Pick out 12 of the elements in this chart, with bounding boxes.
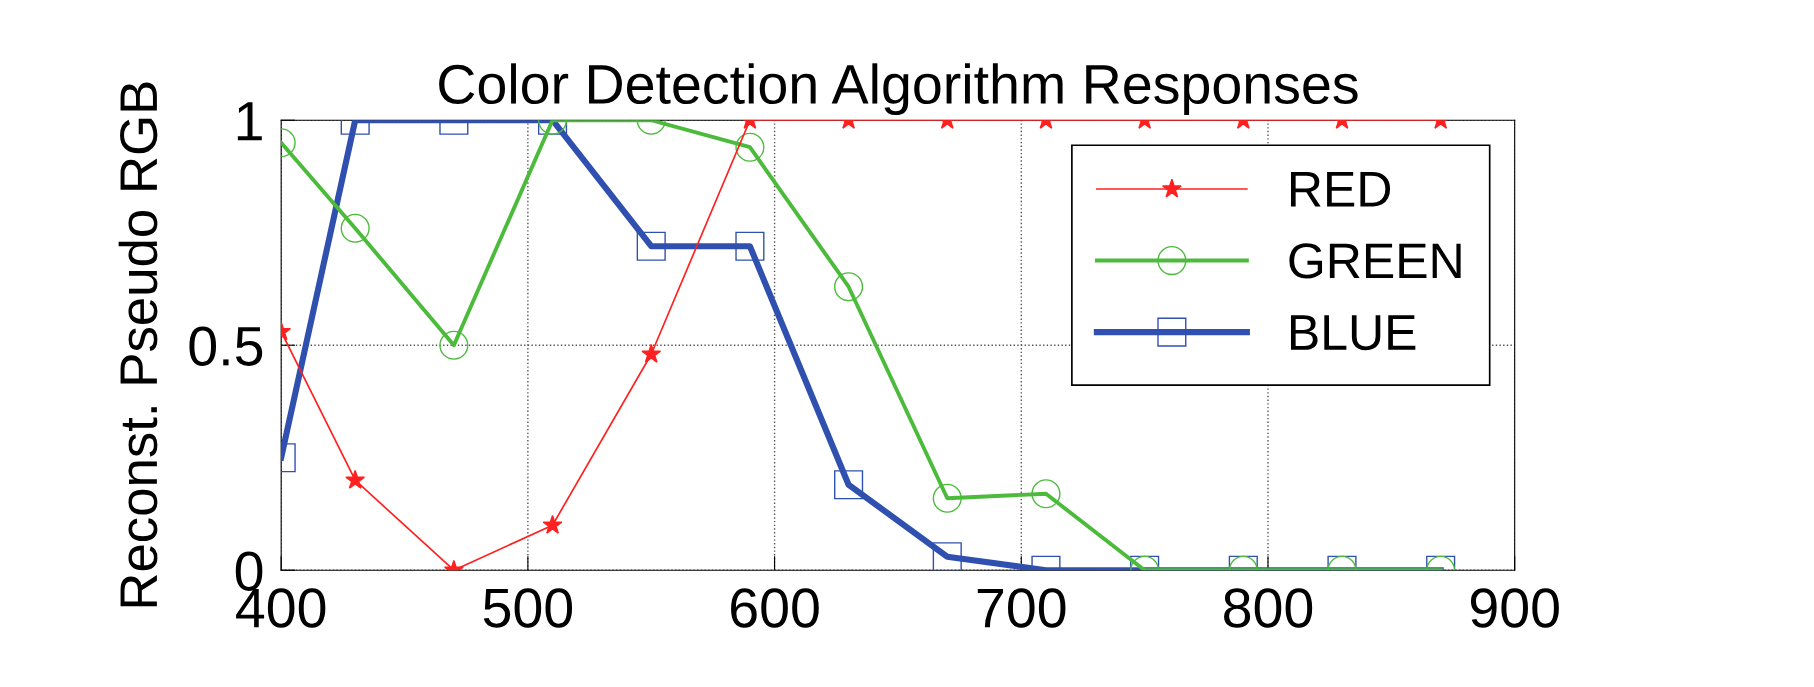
x-tick-label: 500	[483, 588, 573, 628]
x-tick-label: 700	[977, 588, 1066, 628]
x-tick-label: 900	[1470, 588, 1559, 628]
y-axis-title: Reconst. Pseudo RGB	[118, 82, 158, 607]
legend-label: BLUE	[1290, 315, 1416, 351]
x-tick-label: 600	[731, 588, 819, 628]
y-tick-label: 1	[237, 102, 262, 141]
y-tick-label: 0.5	[189, 326, 263, 366]
chart-title: Color Detection Algorithm Responses	[439, 63, 1358, 116]
legend-label: RED	[1290, 172, 1391, 207]
x-tick-label: 800	[1224, 588, 1313, 628]
legend-label: GREEN	[1289, 243, 1461, 279]
